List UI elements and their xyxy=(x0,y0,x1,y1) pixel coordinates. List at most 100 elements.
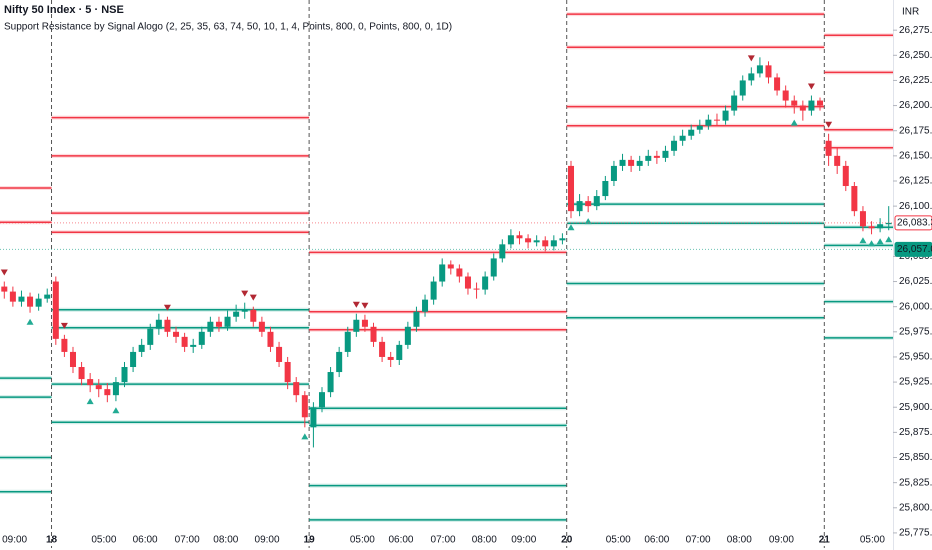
x-tick-label: 09:00 xyxy=(255,535,280,546)
candle-body xyxy=(567,165,575,212)
y-tick-label: 26,125.00 xyxy=(899,176,932,187)
candle-body xyxy=(112,382,119,396)
x-tick-label: 07:00 xyxy=(431,535,456,546)
candle-body xyxy=(439,264,446,282)
x-tick-label: 09:00 xyxy=(511,535,536,546)
candle-body xyxy=(181,336,188,347)
candle-body xyxy=(224,316,231,327)
y-tick-label: 25,800.00 xyxy=(899,502,932,513)
candle-body xyxy=(215,321,222,327)
candle-body xyxy=(576,201,583,212)
x-tick-label: 06:00 xyxy=(388,535,413,546)
candle-body xyxy=(542,240,549,247)
y-tick-label: 25,850.00 xyxy=(899,452,932,463)
buy-signal xyxy=(26,318,34,325)
x-tick-label: 09:00 xyxy=(769,535,794,546)
candle-body xyxy=(748,73,755,81)
candle-body xyxy=(499,244,506,259)
buy-signal xyxy=(790,119,798,126)
candle-body xyxy=(284,361,291,383)
candle-body xyxy=(765,65,772,78)
candle-body xyxy=(430,281,437,300)
candle-body xyxy=(877,224,884,229)
candle-body xyxy=(250,309,257,322)
candle-body xyxy=(653,155,660,158)
indicator-subtitle: Support Resistance by Signal Alogo (2, 2… xyxy=(4,22,452,33)
x-tick-label: 05:00 xyxy=(606,535,631,546)
buy-signal xyxy=(301,433,309,440)
candle-body xyxy=(327,372,334,393)
y-tick-label: 25,975.00 xyxy=(899,326,932,337)
candle-body xyxy=(61,338,68,352)
sell-signal xyxy=(352,301,360,308)
sell-signal xyxy=(747,55,755,62)
candle-body xyxy=(27,296,34,307)
candle-body xyxy=(610,165,617,181)
candle-body xyxy=(258,321,265,332)
candle-body xyxy=(293,382,300,396)
candle-body xyxy=(361,319,368,327)
candle-body xyxy=(318,392,326,408)
sell-signal xyxy=(249,294,257,301)
candle-body xyxy=(645,155,652,161)
sell-signal xyxy=(825,121,833,128)
candle-body xyxy=(310,407,317,428)
candle-body xyxy=(464,276,471,289)
candle-body xyxy=(799,105,806,111)
x-tick-label: 08:00 xyxy=(472,535,497,546)
x-tick-label: 05:00 xyxy=(350,535,375,546)
price-label: 26,083.35 xyxy=(897,218,932,229)
currency-label: INR xyxy=(902,7,919,18)
candle-body xyxy=(344,331,351,352)
candle-body xyxy=(370,326,377,342)
buy-signal xyxy=(112,407,120,414)
candle-body xyxy=(868,226,875,229)
candle-body xyxy=(276,346,283,362)
y-tick-label: 26,100.00 xyxy=(899,201,932,212)
y-tick-label: 25,875.00 xyxy=(899,427,932,438)
candle-body xyxy=(662,150,669,158)
x-tick-label: 05:00 xyxy=(91,535,116,546)
candle-body xyxy=(267,331,274,347)
candle-body xyxy=(164,319,171,332)
candle-body xyxy=(482,276,489,290)
sell-signal xyxy=(60,322,68,329)
candle-body xyxy=(155,319,162,329)
axes: 25,775.00 25,800.00 25,825.00 25,850.00 25,8… xyxy=(2,25,932,546)
candle-body xyxy=(808,100,815,111)
price-label-box xyxy=(894,241,932,257)
y-tick-label: 26,275.00 xyxy=(899,25,932,36)
x-tick-label: 06:00 xyxy=(644,535,669,546)
plot-area xyxy=(0,0,893,548)
buy-signal xyxy=(859,237,867,244)
candle-body xyxy=(842,165,849,187)
y-tick-label: 26,150.00 xyxy=(899,150,932,161)
candle-body xyxy=(9,291,16,302)
candle-body xyxy=(233,311,240,317)
x-tick-label: 08:00 xyxy=(213,535,238,546)
price-label-box xyxy=(894,215,932,231)
x-tick-label: 07:00 xyxy=(686,535,711,546)
candle-body xyxy=(336,351,343,373)
candle-body xyxy=(782,90,789,101)
candle-body xyxy=(190,344,197,347)
y-tick-label: 25,900.00 xyxy=(899,402,932,413)
x-tick-label: 18 xyxy=(46,535,58,546)
buy-signal xyxy=(868,240,876,247)
x-tick-label: 07:00 xyxy=(175,535,200,546)
candle-body xyxy=(516,235,523,239)
candle-body xyxy=(525,238,532,243)
candle-body xyxy=(550,240,557,247)
candle-body xyxy=(52,281,59,339)
x-tick-label: 05:00 xyxy=(860,535,885,546)
candle-body xyxy=(671,140,678,151)
candle-body xyxy=(1,286,8,292)
y-tick-label: 26,250.00 xyxy=(899,50,932,61)
candle-body xyxy=(713,119,720,121)
y-tick-label: 26,200.00 xyxy=(899,100,932,111)
candle-body xyxy=(834,155,841,166)
candle-body xyxy=(18,296,25,302)
y-tick-label: 26,025.00 xyxy=(899,276,932,287)
